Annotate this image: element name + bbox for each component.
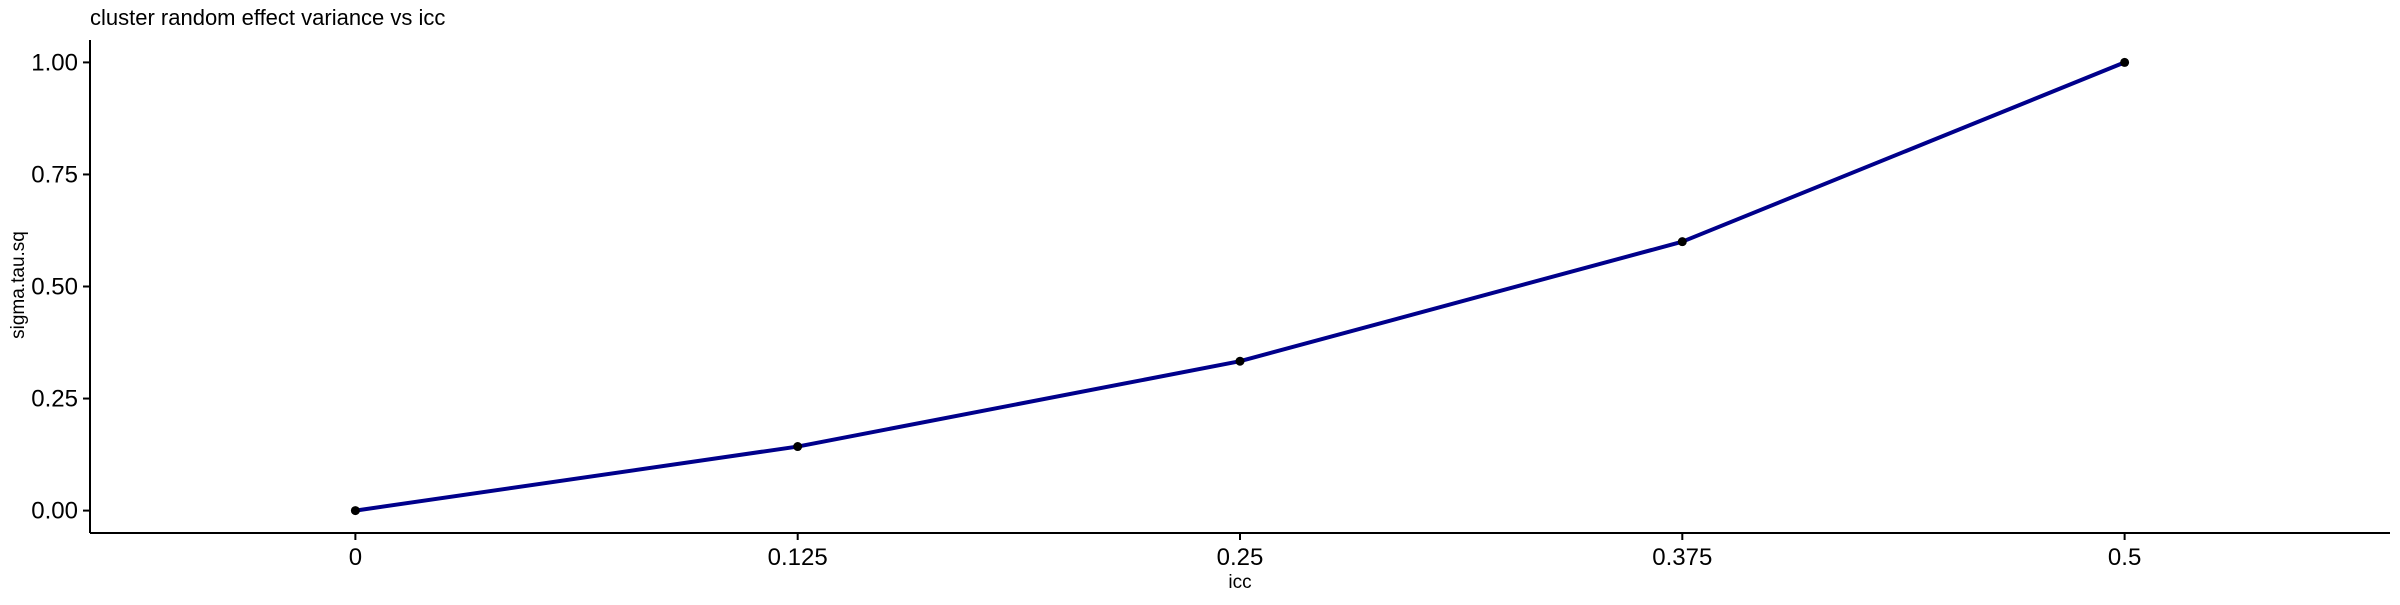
axes (89, 40, 2390, 534)
data-point (1677, 237, 1687, 247)
axis-ticks: 0.00 0.25 0.50 0.75 1.00 0 0.125 0.25 0.375 0.5 (31, 49, 2141, 571)
x-tick-label: 0.5 (2108, 544, 2141, 571)
series-layer (350, 57, 2130, 516)
y-tick-label: 0.25 (31, 386, 78, 413)
y-tick-label: 1.00 (31, 49, 78, 76)
x-axis-title: icc (1228, 572, 1251, 593)
chart-title: cluster random effect variance vs icc (90, 5, 445, 30)
data-point (1235, 356, 1245, 366)
x-tick-label: 0.375 (1652, 544, 1712, 571)
y-tick-label: 0.75 (31, 161, 78, 188)
x-tick-label: 0.125 (768, 544, 828, 571)
y-axis-title: sigma.tau.sq (8, 231, 29, 339)
x-tick-label: 0 (349, 544, 362, 571)
x-tick-label: 0.25 (1217, 544, 1264, 571)
data-point (350, 506, 360, 516)
y-tick-label: 0.00 (31, 498, 78, 525)
data-point (793, 442, 803, 452)
y-tick-label: 0.50 (31, 274, 78, 301)
series-line (355, 60, 2126, 513)
data-point (2120, 57, 2130, 67)
